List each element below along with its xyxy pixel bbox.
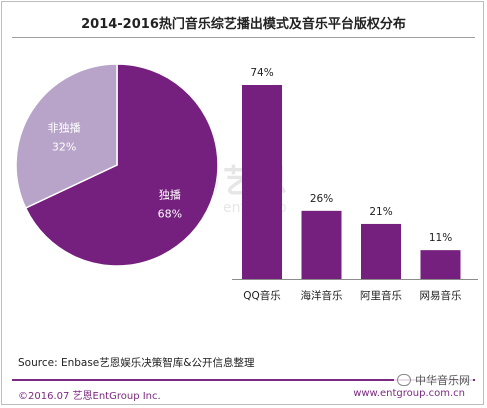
bar-value-label: 26% — [310, 193, 333, 205]
bar-category-label: 网易音乐 — [420, 289, 462, 302]
source-note: Source: Enbase艺恩娱乐决策智库&公开信息整理 — [18, 357, 255, 369]
wechat-label: 中华音乐网 — [415, 374, 470, 387]
bar-1 — [301, 210, 342, 279]
bar-2 — [361, 223, 401, 279]
bar-value-label: 11% — [429, 232, 452, 244]
bar-0 — [242, 85, 282, 279]
pie-label-value: 32% — [52, 140, 76, 153]
pie-slice-nonexclusive — [15, 63, 118, 210]
copyright-text: ©2016.07 艺恩EntGroup Inc. — [18, 391, 161, 402]
bar-category-label: 海洋音乐 — [301, 289, 343, 302]
footer-divider — [12, 379, 475, 381]
pie-label-value: 68% — [158, 208, 182, 221]
pie-label-name: 非独播 — [48, 120, 81, 134]
wechat-icon — [397, 374, 411, 386]
bar-3 — [420, 250, 461, 279]
wechat-badge: 中华音乐网 — [394, 371, 473, 389]
bar-value-label: 74% — [250, 67, 273, 79]
website-url: www.entgroup.com.cn — [353, 388, 465, 399]
pie-label-name: 独播 — [159, 188, 181, 202]
chart-title: 2014-2016热门音乐综艺播出模式及音乐平台版权分布 — [81, 17, 406, 32]
pie-slice-exclusive — [24, 63, 219, 267]
bar-category-label: QQ音乐 — [243, 289, 281, 302]
bar-category-label: 阿里音乐 — [360, 289, 402, 302]
bar-value-label: 21% — [369, 206, 392, 218]
title-divider — [12, 37, 475, 38]
